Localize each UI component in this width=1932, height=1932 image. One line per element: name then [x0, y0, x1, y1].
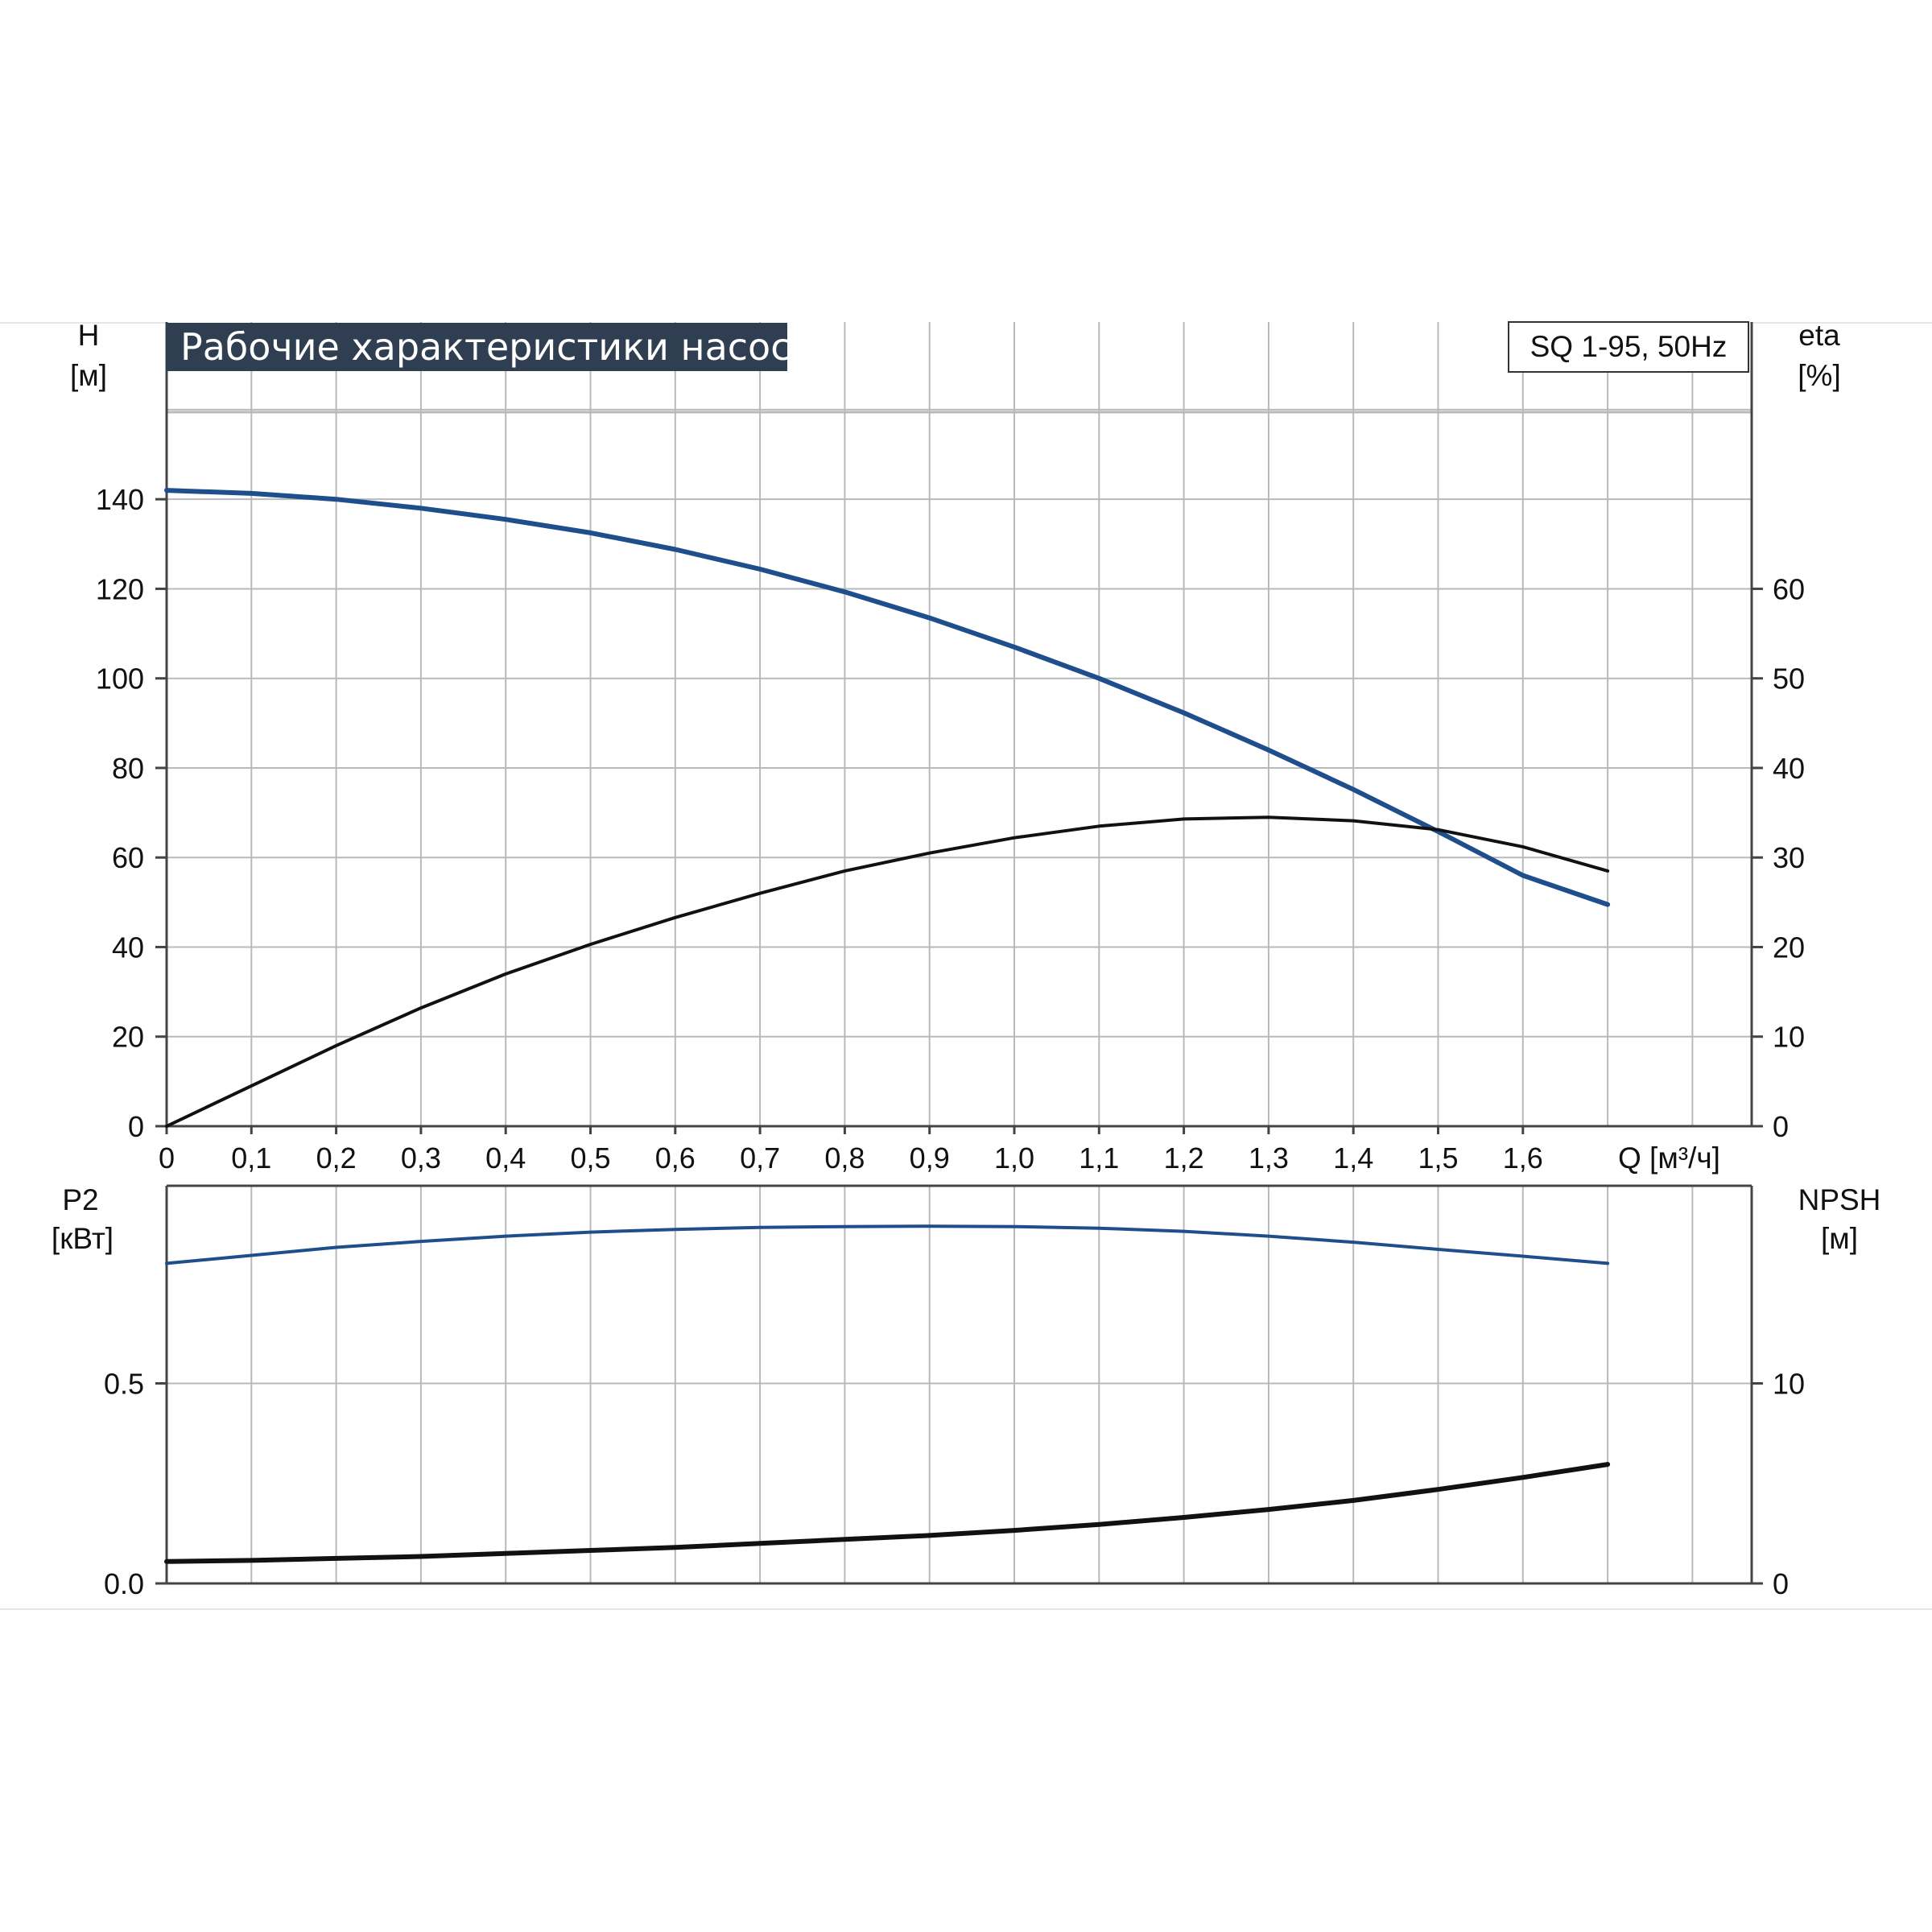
q-tick-label: 0 [159, 1141, 175, 1174]
npsh-tick-label: 10 [1773, 1368, 1805, 1401]
eta-tick-label: 10 [1773, 1021, 1805, 1054]
q-tick-label: 0,3 [401, 1141, 441, 1174]
bottom-separator [0, 1608, 1932, 1610]
q-tick-label: 0,1 [231, 1141, 271, 1174]
npsh-tick-label: 0 [1773, 1567, 1789, 1600]
q-tick-label: 0,6 [655, 1141, 696, 1174]
eta-tick-label: 40 [1773, 752, 1805, 785]
bottom-plot-area [167, 1186, 1752, 1583]
q-tick-label: 1,6 [1503, 1141, 1543, 1174]
q-tick-label: 0,5 [570, 1141, 610, 1174]
h-tick-label: 40 [112, 931, 144, 964]
model-label: SQ 1-95, 50Hz [1508, 321, 1749, 373]
chart-title: Рабочие характеристики насоса [166, 323, 814, 371]
top-plot-area [167, 322, 1752, 1126]
eta-axis-unit: [%] [1798, 359, 1841, 392]
eta-axis-title: eta [1798, 319, 1840, 352]
q-tick-label: 0,9 [910, 1141, 950, 1174]
q-tick-label: 1,4 [1333, 1141, 1373, 1174]
q-tick-label: 0,2 [316, 1141, 357, 1174]
bottom-panel: 0.0 0.5 0 10 [104, 1184, 1805, 1600]
eta-tick-label: 50 [1773, 663, 1805, 696]
npsh-axis-unit: [м] [1821, 1222, 1858, 1255]
q-tick-label: 1,2 [1164, 1141, 1204, 1174]
q-tick-label: 0,7 [740, 1141, 780, 1174]
q-tick-label: 0,8 [824, 1141, 865, 1174]
h-tick-label: 60 [112, 841, 144, 874]
efficiency-curve [165, 815, 1610, 1128]
h-axis-title: H [77, 319, 100, 352]
h-tick-label: 140 [96, 483, 144, 516]
h-tick-label: 100 [96, 663, 144, 696]
h-tick-label: 80 [112, 752, 144, 785]
p2-tick-label: 0.5 [104, 1368, 144, 1401]
npsh-curve [164, 1462, 1611, 1564]
head-curve [164, 488, 1611, 907]
q-tick-label: 1,0 [994, 1141, 1034, 1174]
eta-tick-label: 30 [1773, 841, 1805, 874]
npsh-axis-title: NPSH [1798, 1183, 1881, 1216]
q-tick-label: 0,4 [485, 1141, 526, 1174]
eta-tick-label: 20 [1773, 931, 1805, 964]
q-tick-label: 1,1 [1079, 1141, 1119, 1174]
q-tick-label: 1,3 [1249, 1141, 1289, 1174]
q-tick-label: 1,5 [1418, 1141, 1458, 1174]
h-tick-label: 0 [128, 1110, 144, 1143]
power-p2-curve [165, 1224, 1610, 1265]
p2-axis-unit: [кВт] [51, 1222, 114, 1255]
p2-axis-title: P2 [62, 1183, 99, 1216]
h-tick-label: 20 [112, 1021, 144, 1054]
h-axis-unit: [м] [70, 359, 107, 392]
eta-tick-label: 0 [1773, 1110, 1789, 1143]
top-panel: 0 20 40 60 80 100 120 140 0 10 20 30 40 50 60 0 0,1 0,2 0,… [96, 322, 1805, 1174]
p2-tick-label: 0.0 [104, 1567, 144, 1600]
h-tick-label: 120 [96, 572, 144, 605]
eta-tick-label: 60 [1773, 572, 1805, 605]
q-axis-label: Q [м³/ч] [1618, 1141, 1720, 1174]
